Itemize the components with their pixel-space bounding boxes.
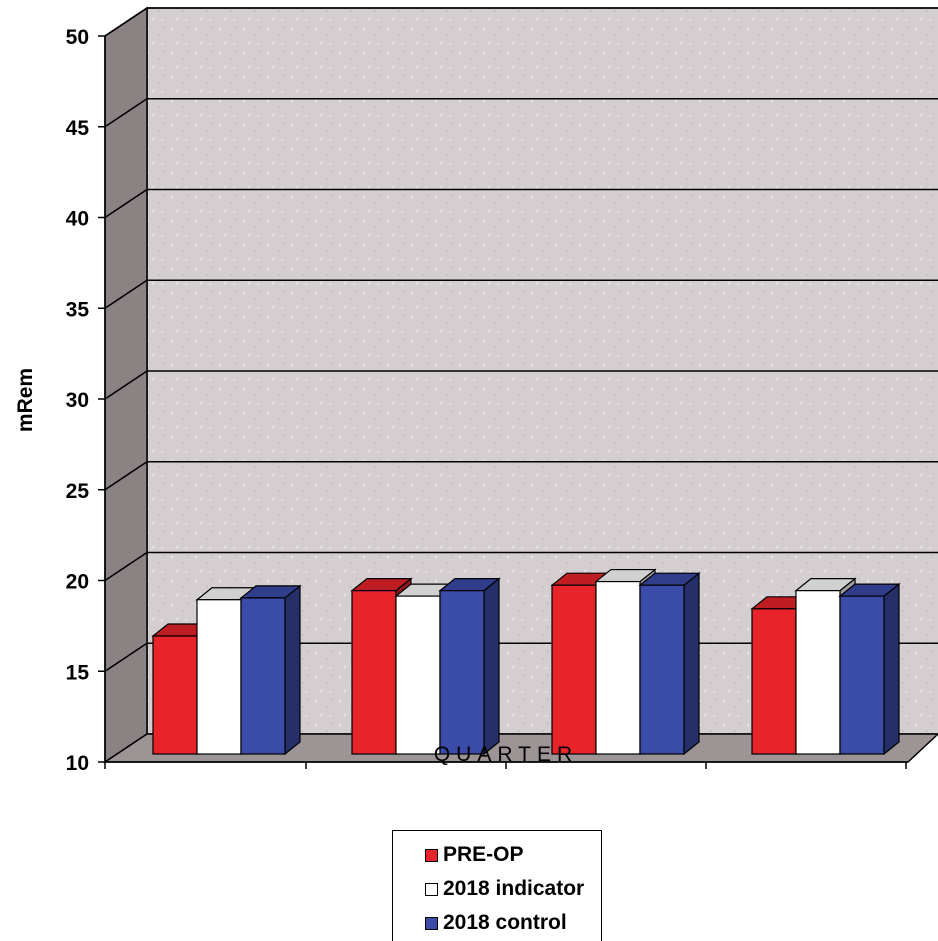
bar-2018-control-side <box>483 577 500 756</box>
x-axis-label: QUARTER <box>434 743 578 766</box>
y-tick-label: 50 <box>66 26 89 49</box>
y-tick-labels: 10 15 20 25 30 35 40 45 50 <box>66 26 90 775</box>
bar-2018-control-front <box>439 590 485 755</box>
bar-pre-op-front <box>152 635 198 755</box>
y-tick-label: 45 <box>66 117 90 140</box>
bar-2018-control-front <box>639 584 685 755</box>
y-tick-label: 30 <box>66 389 89 412</box>
gridline-side <box>104 551 148 582</box>
bar-pre-op-front <box>551 584 597 755</box>
y-tick-label: 20 <box>66 571 89 594</box>
gridline-side <box>104 188 148 219</box>
bar-2018-control-front <box>240 597 286 755</box>
gridline-side <box>104 370 148 400</box>
y-tick-label: 10 <box>66 752 89 775</box>
legend-item-pre-op: PRE-OP <box>425 842 524 868</box>
legend-label: PRE-OP <box>443 843 524 866</box>
gridline-side <box>104 7 148 37</box>
bar-2018-indicator-front <box>595 580 641 755</box>
bar-2018-control-front <box>839 595 885 755</box>
bar-2018-control <box>838 582 901 756</box>
legend: PRE-OP 2018 indicator 2018 control <box>392 830 602 941</box>
y-tick-label: 15 <box>66 661 90 684</box>
bar-2018-control <box>438 577 501 756</box>
y-tick-label: 25 <box>66 480 90 503</box>
bar-2018-control-side <box>683 571 700 756</box>
bars <box>151 568 901 756</box>
bar-2018-control-side <box>284 584 301 756</box>
bar-pre-op-front <box>751 608 797 755</box>
bar-pre-op-front <box>351 590 397 755</box>
y-tick-label: 40 <box>66 208 89 231</box>
bar-chart: 10 15 20 25 30 35 40 45 50 mRem QUARTER <box>14 6 938 775</box>
y-tick-label: 35 <box>66 298 90 321</box>
legend-swatch-2018-indicator <box>425 882 438 896</box>
legend-label: 2018 control <box>443 911 567 934</box>
legend-label: 2018 indicator <box>443 877 585 900</box>
bar-2018-control <box>239 584 302 756</box>
gridline-side <box>104 461 148 491</box>
bar-2018-indicator-front <box>395 595 441 755</box>
bar-2018-indicator-front <box>196 599 242 755</box>
gridline-side <box>104 98 148 128</box>
bar-2018-control-side <box>883 582 900 756</box>
axes <box>98 35 908 769</box>
legend-item-2018-control: 2018 control <box>425 910 567 936</box>
gridline-side <box>104 279 148 309</box>
legend-item-2018-indicator: 2018 indicator <box>425 876 584 902</box>
legend-swatch-pre-op <box>425 848 438 862</box>
legend-swatch-2018-control <box>425 916 438 930</box>
bar-2018-control <box>638 571 701 756</box>
bar-2018-indicator-front <box>795 590 841 755</box>
gridline-side <box>104 642 148 672</box>
y-axis-label: mRem <box>14 368 37 432</box>
